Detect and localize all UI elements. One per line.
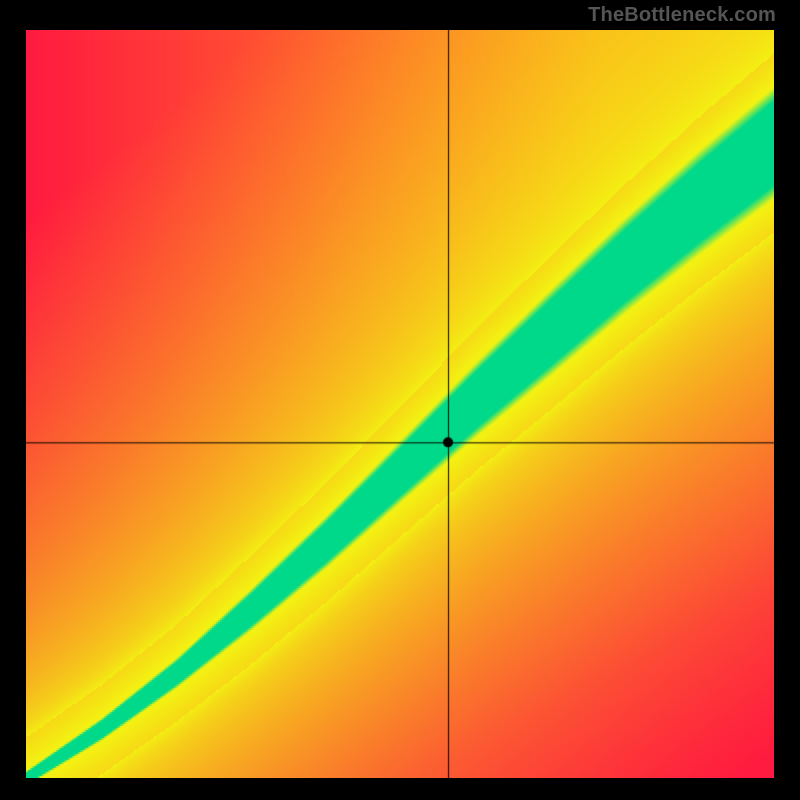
- watermark-text: TheBottleneck.com: [588, 4, 776, 27]
- chart-frame: TheBottleneck.com: [0, 0, 800, 800]
- plot-area: [26, 30, 774, 778]
- heatmap-canvas: [26, 30, 774, 778]
